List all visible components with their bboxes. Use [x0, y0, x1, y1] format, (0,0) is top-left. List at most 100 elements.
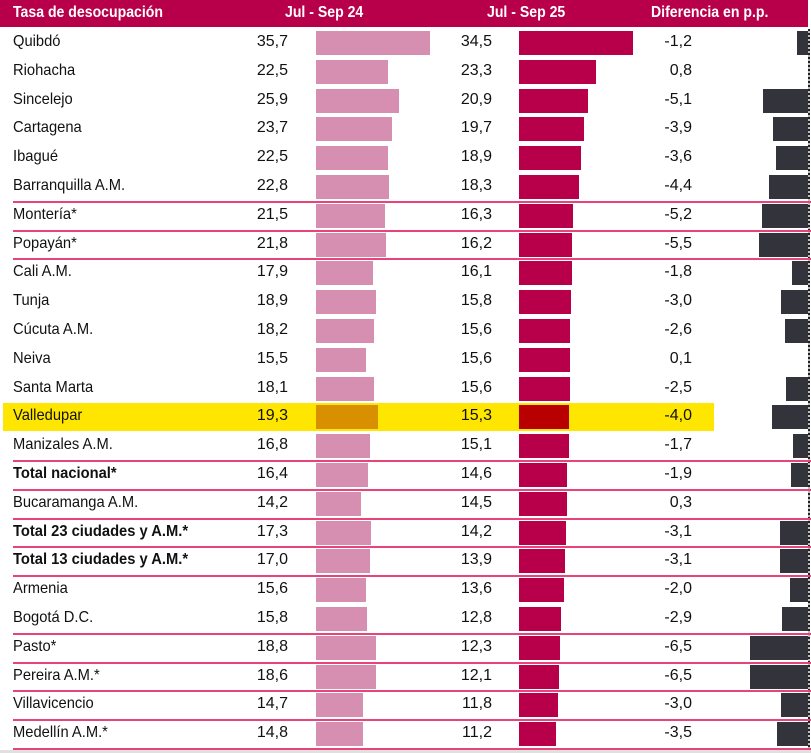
city-name: Santa Marta [13, 378, 94, 396]
bar-2025 [519, 261, 573, 286]
bar-2025 [519, 520, 566, 545]
bar-diff [781, 290, 808, 315]
value-2025: 14,5 [460, 493, 492, 511]
unemployment-table: Quibdó 35,7 34,5 -1,2 Riohacha 22,5 23,3 0,8 Sin… [0, 29, 811, 750]
bar-diff [790, 578, 808, 603]
bar-2024 [316, 290, 377, 315]
value-diff: -1,2 [664, 33, 692, 50]
bar-diff [797, 31, 808, 55]
value-2025: 14,2 [460, 522, 492, 540]
city-name: Total nacional* [13, 464, 117, 482]
city-name: Ibagué [13, 148, 59, 166]
row-divider [13, 632, 811, 635]
city-name: Popayán* [13, 234, 77, 252]
value-diff: -2,9 [664, 608, 692, 626]
bar-diff [780, 549, 808, 574]
row-divider [13, 229, 811, 232]
value-diff: -2,0 [664, 580, 692, 598]
value-diff: -3,9 [664, 119, 692, 137]
city-name: Bucaramanga A.M. [13, 493, 139, 511]
table-row: Barranquilla A.M. 22,8 18,3 -4,4 [0, 173, 811, 203]
value-2025: 11,2 [462, 724, 492, 742]
table-row: Quibdó 35,7 34,5 -1,2 [0, 29, 811, 58]
value-2025: 15,6 [460, 378, 492, 396]
bar-diff [761, 203, 808, 228]
bar-2025 [519, 347, 571, 372]
city-name: Quibdó [13, 33, 61, 50]
city-name: Armenia [13, 580, 68, 598]
bar-2025 [519, 578, 564, 603]
bottom-border [0, 750, 811, 753]
table-row: Bogotá D.C. 15,8 12,8 -2,9 [0, 605, 811, 635]
table-row: Valledupar 19,3 15,3 -4,0 [0, 403, 811, 432]
bar-2024 [316, 491, 362, 516]
bar-2025 [519, 31, 633, 55]
value-2025: 15,6 [460, 349, 492, 367]
bar-2024 [316, 31, 431, 55]
value-diff: -3,5 [664, 724, 692, 742]
bar-diff [791, 462, 808, 487]
bar-2024 [316, 232, 386, 257]
table-row: Popayán* 21,8 16,2 -5,5 [0, 231, 811, 261]
bar-2024 [316, 520, 372, 545]
value-2024: 14,8 [256, 724, 288, 742]
bar-2024 [316, 117, 392, 142]
value-2024: 15,5 [256, 349, 288, 367]
bar-2025 [519, 491, 567, 516]
bar-2024 [316, 434, 370, 459]
value-diff: -1,8 [664, 263, 692, 281]
value-2025: 13,9 [460, 551, 492, 569]
city-name: Riohacha [13, 61, 76, 79]
city-name: Cali A.M. [13, 263, 72, 281]
city-name: Cúcuta A.M. [13, 320, 94, 338]
value-diff: -3,6 [664, 148, 692, 166]
bar-2024 [316, 635, 377, 660]
bar-2025 [519, 88, 588, 113]
value-diff: -6,5 [664, 637, 692, 655]
bar-2024 [316, 578, 366, 603]
bar-diff [759, 232, 808, 257]
bar-diff [781, 693, 808, 718]
city-name: Sincelejo [13, 90, 73, 108]
row-divider [13, 459, 811, 462]
value-2025: 20,9 [460, 90, 492, 108]
value-diff: -1,9 [664, 464, 692, 482]
table-row: Pereira A.M.* 18,6 12,1 -6,5 [0, 663, 811, 693]
bar-2025 [519, 664, 559, 689]
bar-2024 [316, 606, 367, 631]
row-divider [13, 546, 811, 549]
bar-2025 [519, 203, 573, 228]
bar-diff [768, 174, 808, 199]
bar-2024 [316, 549, 371, 574]
row-divider [13, 690, 811, 693]
bar-2025 [519, 722, 556, 747]
bar-diff [784, 318, 808, 343]
value-2024: 18,9 [256, 292, 288, 310]
bar-2025 [519, 635, 560, 660]
value-diff: -5,2 [664, 205, 692, 223]
value-2024: 22,5 [256, 148, 288, 166]
bar-2024 [316, 146, 388, 171]
value-diff: -3,0 [664, 695, 692, 713]
row-divider [13, 747, 811, 750]
city-name: Valledupar [13, 407, 83, 425]
city-name: Bogotá D.C. [13, 608, 94, 626]
bar-diff [792, 434, 808, 459]
value-2024: 22,8 [256, 176, 288, 194]
table-row: Cúcuta A.M. 18,2 15,6 -2,6 [0, 317, 811, 346]
bar-2025 [519, 146, 582, 171]
table-row: Sincelejo 25,9 20,9 -5,1 [0, 87, 811, 116]
table-row: Ibagué 22,5 18,9 -3,6 [0, 144, 811, 173]
bar-2024 [316, 203, 385, 228]
bar-2024 [316, 664, 376, 689]
bar-2024 [316, 693, 364, 718]
bar-diff [772, 405, 808, 430]
table-row: Total nacional* 16,4 14,6 -1,9 [0, 461, 811, 491]
value-2024: 16,8 [256, 436, 288, 454]
bar-2025 [519, 405, 570, 430]
table-row: Montería* 21,5 16,3 -5,2 [0, 202, 811, 232]
bar-2024 [316, 462, 369, 487]
bar-diff [750, 664, 808, 689]
bar-diff [775, 146, 808, 171]
value-diff: -4,0 [664, 407, 692, 425]
